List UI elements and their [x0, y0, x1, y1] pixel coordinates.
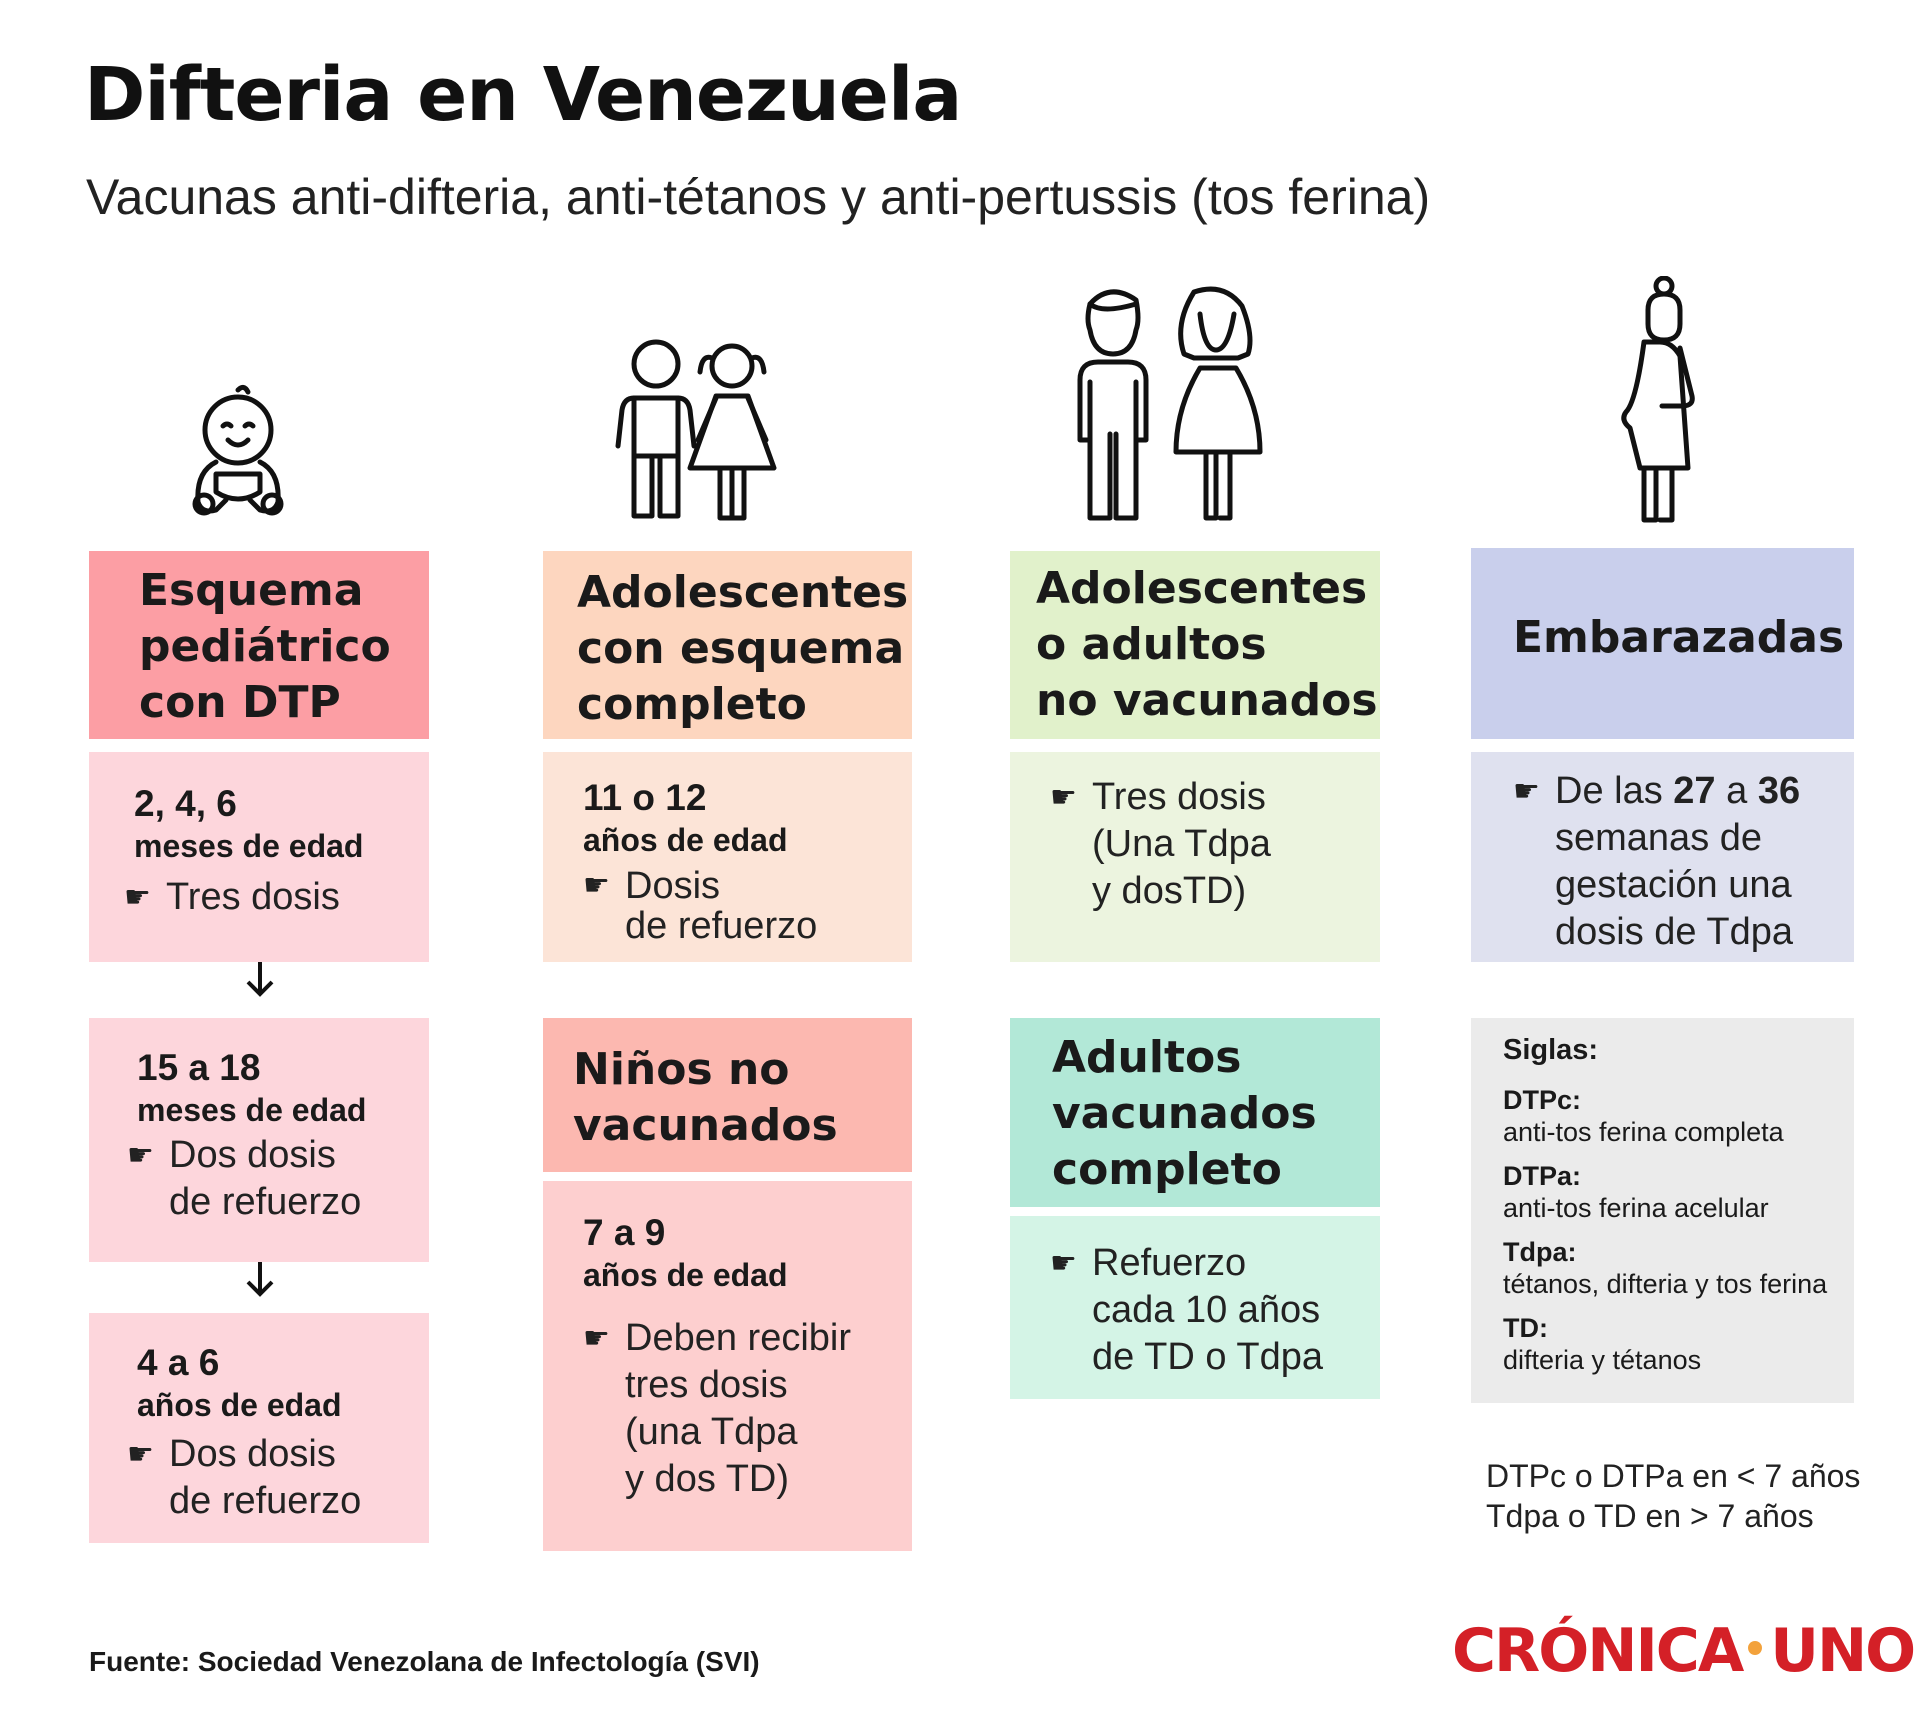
unvax-children-card: 7 a 9 años de edad ☛ Deben recibir tres d…	[543, 1181, 912, 1551]
hand-pointer-icon: ☛	[127, 1438, 154, 1471]
pediatric-card-2: 15 a 18 meses de edad ☛ Dos dosis de refu…	[89, 1018, 429, 1262]
age-unit: años de edad	[583, 822, 788, 858]
unvax-children-header: Niños no vacunados	[543, 1018, 912, 1172]
teen-card: 11 o 12 años de edad ☛ Dosis de refuerzo	[543, 752, 912, 962]
unvax-adults-header-title: Adolescentes o adultos no vacunados	[1036, 563, 1378, 726]
dose-text: ☛ Tres dosis	[124, 874, 429, 921]
adults-icon	[1072, 284, 1264, 524]
hand-pointer-icon: ☛	[1050, 781, 1077, 814]
dose-text: ☛ Dosis de refuerzo	[583, 865, 818, 947]
unvax-adults-card: ☛ Tres dosis (Una Tdpa y dosTD)	[1010, 752, 1380, 962]
pregnant-woman-icon	[1616, 276, 1704, 524]
arrow-down-icon	[246, 1262, 274, 1297]
brand-logo: CRÓNICA UNO	[1452, 1616, 1916, 1686]
age-note-line-2: Tdpa o TD en > 7 años	[1486, 1498, 1814, 1534]
hand-pointer-icon: ☛	[583, 869, 610, 902]
dose-text: ☛ Deben recibir tres dosis (una Tdpa y do…	[583, 1317, 851, 1500]
hand-pointer-icon: ☛	[1050, 1247, 1077, 1280]
acronym-item: DTPc: anti-tos ferina completa	[1503, 1085, 1784, 1147]
arrow-down-icon	[246, 962, 274, 997]
acronym-item: DTPa: anti-tos ferina acelular	[1503, 1161, 1769, 1223]
dose-text: ☛ Dos dosis de refuerzo	[127, 1134, 362, 1223]
pediatric-header-title: Esquema pediátrico con DTP	[139, 565, 391, 728]
teen-header-title: Adolescentes con esquema completo	[577, 567, 909, 730]
pediatric-header: Esquema pediátrico con DTP	[89, 551, 429, 739]
acronym-item: Tdpa: tétanos, difteria y tos ferina	[1503, 1237, 1828, 1299]
pediatric-card-3: 4 a 6 años de edad ☛ Dos dosis de refuerz…	[89, 1313, 429, 1543]
age-unit: años de edad	[583, 1257, 788, 1293]
dose-text: ☛ Dos dosis de refuerzo	[127, 1433, 362, 1522]
acronyms-panel: Siglas: DTPc: anti-tos ferina completa DT…	[1471, 1018, 1854, 1403]
age-range: 15 a 18	[137, 1047, 261, 1088]
age-range: 2, 4, 6	[134, 783, 237, 824]
hand-pointer-icon: ☛	[124, 881, 151, 914]
dose-text: ☛ De las 27 a 36 semanas de gestación una…	[1513, 770, 1801, 953]
brand-dot	[1748, 1641, 1763, 1656]
baby-icon	[190, 382, 290, 522]
hand-pointer-icon: ☛	[583, 1322, 610, 1355]
hand-pointer-icon: ☛	[127, 1139, 154, 1172]
vax-adults-header: Adultos vacunados completo	[1010, 1018, 1380, 1207]
page-title: Difteria en Venezuela	[84, 52, 962, 138]
page-subtitle: Vacunas anti-difteria, anti-tétanos y an…	[86, 169, 1431, 225]
age-unit: años de edad	[137, 1387, 342, 1423]
source-note: Fuente: Sociedad Venezolana de Infectolo…	[89, 1646, 760, 1677]
unvax-adults-header: Adolescentes o adultos no vacunados	[1010, 551, 1380, 739]
pregnant-header: Embarazadas	[1471, 548, 1854, 739]
brand-logo-left: CRÓNICA	[1452, 1616, 1744, 1686]
dose-text: ☛ Tres dosis (Una Tdpa y dosTD)	[1050, 776, 1271, 912]
age-note-line-1: DTPc o DTPa en < 7 años	[1486, 1458, 1861, 1494]
unvax-children-header-title: Niños no vacunados	[573, 1044, 838, 1151]
vax-adults-card: ☛ Refuerzo cada 10 años de TD o Tdpa	[1010, 1216, 1380, 1399]
age-range: 4 a 6	[137, 1342, 220, 1383]
pregnant-card: ☛ De las 27 a 36 semanas de gestación una…	[1471, 752, 1854, 962]
vax-adults-header-title: Adultos vacunados completo	[1052, 1032, 1317, 1195]
children-icon	[612, 336, 792, 522]
hand-pointer-icon: ☛	[1513, 775, 1540, 808]
acronyms-title: Siglas:	[1503, 1034, 1599, 1066]
age-range: 11 o 12	[583, 777, 707, 818]
dose-text: ☛ Refuerzo cada 10 años de TD o Tdpa	[1050, 1242, 1323, 1378]
age-note: DTPc o DTPa en < 7 años Tdpa o TD en > 7…	[1486, 1456, 1860, 1536]
age-unit: meses de edad	[137, 1092, 367, 1128]
teen-header: Adolescentes con esquema completo	[543, 551, 912, 739]
age-unit: meses de edad	[134, 828, 364, 864]
pregnant-header-title: Embarazadas	[1513, 612, 1845, 663]
pediatric-card-1: 2, 4, 6 meses de edad ☛ Tres dosis	[89, 752, 429, 962]
brand-logo-right: UNO	[1770, 1616, 1916, 1686]
acronym-item: TD: difteria y tétanos	[1503, 1313, 1702, 1375]
age-range: 7 a 9	[583, 1212, 666, 1253]
